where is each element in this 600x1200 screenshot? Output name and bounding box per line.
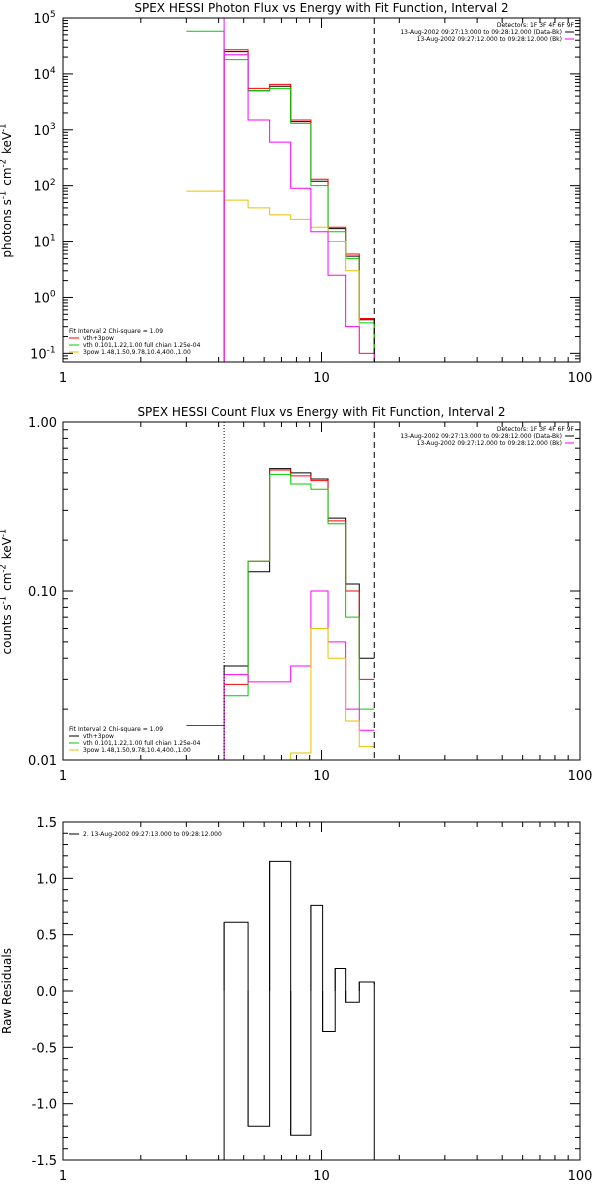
- series-line: [223, 468, 375, 760]
- y-tick-label: -1.0: [32, 1098, 57, 1113]
- series-line: [290, 627, 375, 760]
- series-group: [186, 468, 375, 760]
- chart-panel-2: SPEX HESSI Count Flux vs Energy with Fit…: [0, 405, 593, 784]
- header-text: Detectors: 1F 3F 4F 6F 9F: [497, 426, 575, 433]
- chart-title: SPEX HESSI Photon Flux vs Energy with Fi…: [134, 1, 508, 15]
- series-line: [223, 473, 375, 760]
- y-tick-label: 102: [33, 178, 57, 195]
- chart-title: SPEX HESSI Count Flux vs Energy with Fit…: [137, 405, 505, 419]
- x-tick-label: 1: [59, 371, 67, 386]
- x-tick-label: 10: [313, 371, 330, 386]
- x-tick-label: 100: [568, 371, 593, 386]
- x-tick-label: 100: [568, 769, 593, 784]
- series-line: [223, 51, 375, 362]
- y-tick-label: 1.0: [36, 872, 57, 887]
- series-line: [186, 190, 375, 362]
- header-text: 13-Aug-2002 09:27:12.000 to 09:28:12.000…: [417, 440, 562, 447]
- y-axis-label: counts s-1 cm-2 keV-1: [0, 528, 14, 655]
- legend-text: vth+3pow: [83, 335, 114, 342]
- series-line: [186, 469, 375, 727]
- legend-text: Fit Interval 2 Chi-square = 1.09: [69, 726, 163, 733]
- series-group: [223, 860, 375, 1160]
- x-tick-label: 10: [313, 769, 330, 784]
- y-tick-label: 0.01: [28, 754, 57, 769]
- legend-text: vth 0.101,1.22,1.00 full chian 1.25e-04: [83, 342, 201, 349]
- y-tick-label: 10-1: [30, 345, 57, 362]
- x-tick-label: 100: [568, 1169, 593, 1184]
- legend-text: 2. 13-Aug-2002 09:27:13.000 to 09:28:12.…: [83, 831, 222, 838]
- x-tick-label: 1: [59, 1169, 67, 1184]
- legend-text: 3pow 1.48,1.50,9.78,10.4,400.,1.00: [83, 747, 191, 754]
- x-tick-label: 10: [313, 1169, 330, 1184]
- y-tick-label: 0.0: [36, 985, 57, 1000]
- y-axis-label: photons s-1 cm-2 keV-1: [0, 122, 14, 257]
- y-tick-label: 103: [33, 122, 57, 139]
- chart-panel-1: SPEX HESSI Photon Flux vs Energy with Fi…: [0, 1, 592, 386]
- y-tick-label: -1.5: [32, 1154, 57, 1169]
- x-tick-label: 1: [59, 769, 67, 784]
- header-text: Detectors: 1F 3F 4F 6F 9F: [497, 22, 575, 29]
- series-line: [223, 54, 375, 362]
- series-line: [223, 49, 375, 362]
- y-tick-label: 104: [33, 66, 57, 83]
- legend-text: Fit Interval 2 Chi-square = 1.09: [69, 328, 163, 335]
- header-text: 13-Aug-2002 09:27:13.000 to 09:28:12.000…: [400, 433, 562, 440]
- y-tick-label: 0.5: [36, 929, 57, 944]
- y-tick-label: 105: [33, 10, 57, 27]
- legend-text: vth 0.101,1.22,1.00 full chian 1.25e-04: [83, 740, 201, 747]
- y-tick-label: 100: [33, 290, 57, 307]
- series-group: [186, 30, 375, 362]
- chart-panel-3: Raw Residuals 1 10 100 -1.5 -1.0 -0.5 0.0 0.5 1.0…: [0, 816, 592, 1184]
- plot-frame: [62, 17, 581, 363]
- header-text: 13-Aug-2002 09:27:13.000 to 09:28:12.000…: [400, 29, 562, 36]
- y-tick-label: 101: [33, 234, 57, 251]
- y-axis-label: Raw Residuals: [0, 948, 14, 1034]
- plot-frame: [62, 821, 581, 1161]
- legend-text: 3pow 1.48,1.50,9.78,10.4,400.,1.00: [83, 349, 191, 356]
- legend-text: vth+3pow: [83, 733, 114, 740]
- series-line: [224, 860, 375, 1136]
- y-tick-label: 1.5: [36, 816, 57, 831]
- header-text: 13-Aug-2002 09:27:12.000 to 09:28:12.000…: [417, 36, 562, 43]
- y-tick-label: 0.10: [28, 585, 57, 600]
- y-tick-label: 1.00: [28, 416, 57, 431]
- y-tick-label: -0.5: [32, 1041, 57, 1056]
